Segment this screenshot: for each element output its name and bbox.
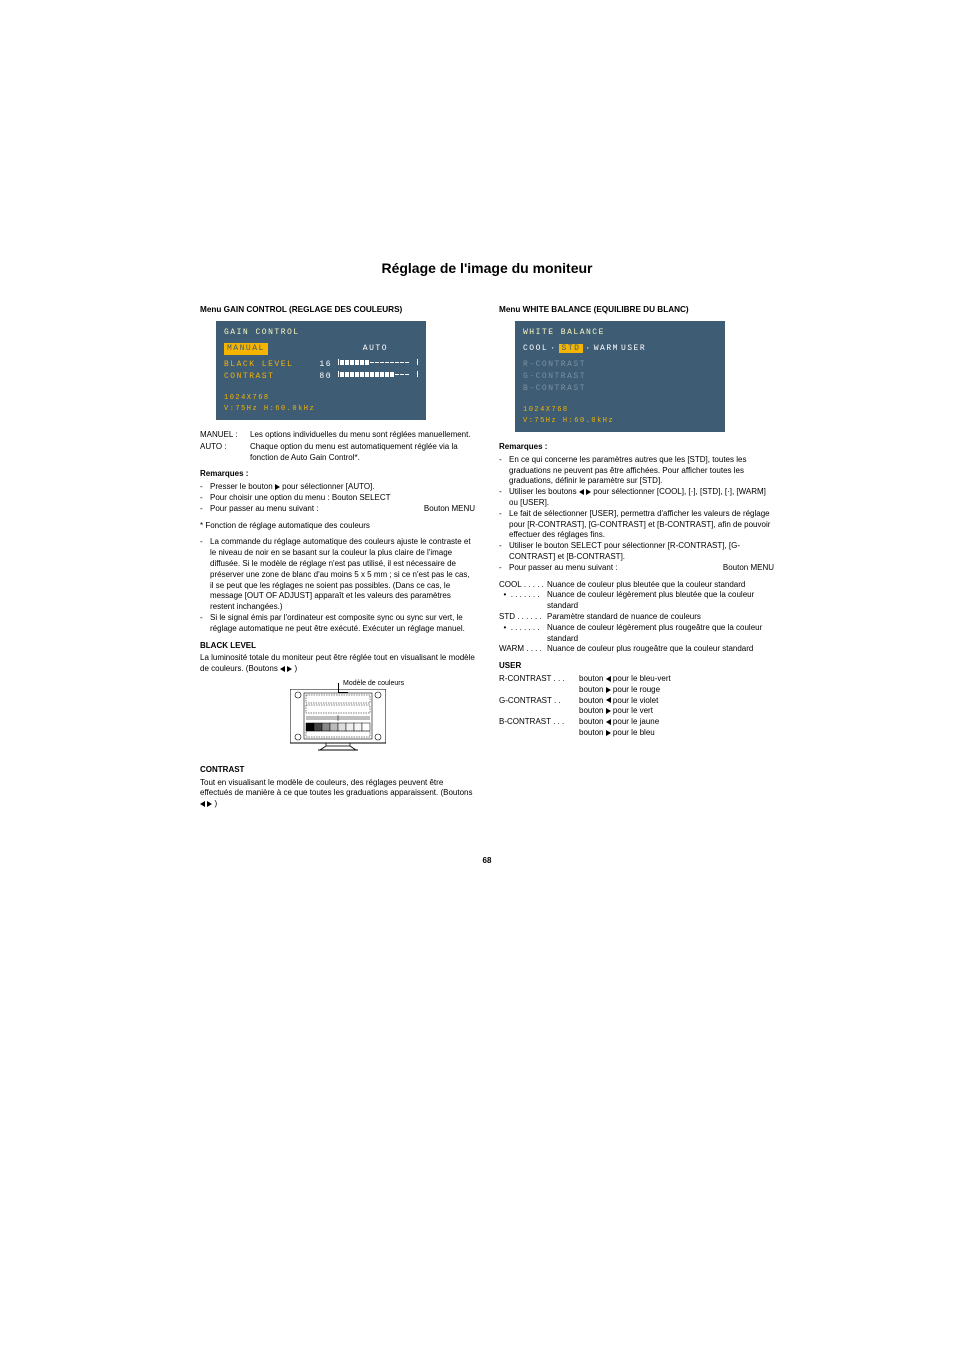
- remarques-list-right: En ce qui concerne les paramètres autres…: [499, 455, 774, 574]
- color-pattern-figure: Modèle de couleurs: [200, 681, 475, 755]
- left-column: Menu GAIN CONTROL (REGLAGE DES COULEURS)…: [200, 304, 475, 816]
- pattern-label: Modèle de couleurs: [343, 679, 404, 688]
- remarques-list-left: Presser le bouton pour sélectionner [AUT…: [200, 482, 475, 514]
- osd-white-balance: WHITE BALANCECOOL·STD·WARMUSERR-CONTRAST…: [515, 321, 725, 432]
- contrast-heading: CONTRAST: [200, 765, 475, 776]
- mode-definitions: MANUEL :Les options individuelles du men…: [200, 430, 475, 463]
- user-contrast-table: R-CONTRAST . . .bouton pour le bleu-vert…: [499, 674, 774, 739]
- page-title: Réglage de l'image du moniteur: [200, 260, 774, 276]
- auto-fn-list: La commande du réglage automatique des c…: [200, 537, 475, 634]
- triangle-left-icon: [280, 666, 285, 672]
- contrast-text: Tout en visualisant le modèle de couleur…: [200, 778, 475, 810]
- auto-fn-heading: * Fonction de réglage automatique des co…: [200, 521, 475, 532]
- black-level-text-b: ): [292, 664, 297, 673]
- black-level-heading: BLACK LEVEL: [200, 641, 475, 652]
- right-column: Menu WHITE BALANCE (EQUILIBRE DU BLANC) …: [499, 304, 774, 816]
- gain-control-heading: Menu GAIN CONTROL (REGLAGE DES COULEURS): [200, 304, 475, 315]
- triangle-left-icon: [200, 801, 205, 807]
- monitor-pattern-icon: [290, 689, 386, 751]
- columns: Menu GAIN CONTROL (REGLAGE DES COULEURS)…: [200, 304, 774, 816]
- contrast-text-b: ): [212, 799, 217, 808]
- user-heading: USER: [499, 661, 774, 672]
- white-balance-heading: Menu WHITE BALANCE (EQUILIBRE DU BLANC): [499, 304, 774, 315]
- osd-gain-control: GAIN CONTROLMANUALAUTOBLACK LEVEL16CONTR…: [216, 321, 426, 420]
- document-page: Réglage de l'image du moniteur Menu GAIN…: [0, 0, 954, 925]
- black-level-text-a: La luminosité totale du moniteur peut êt…: [200, 653, 475, 673]
- remarques-heading-left: Remarques :: [200, 469, 475, 480]
- contrast-text-a: Tout en visualisant le modèle de couleur…: [200, 778, 472, 798]
- page-number: 68: [200, 856, 774, 865]
- color-temperature-table: COOL . . . . .Nuance de couleur plus ble…: [499, 580, 774, 656]
- remarques-heading-right: Remarques :: [499, 442, 774, 453]
- black-level-text: La luminosité totale du moniteur peut êt…: [200, 653, 475, 675]
